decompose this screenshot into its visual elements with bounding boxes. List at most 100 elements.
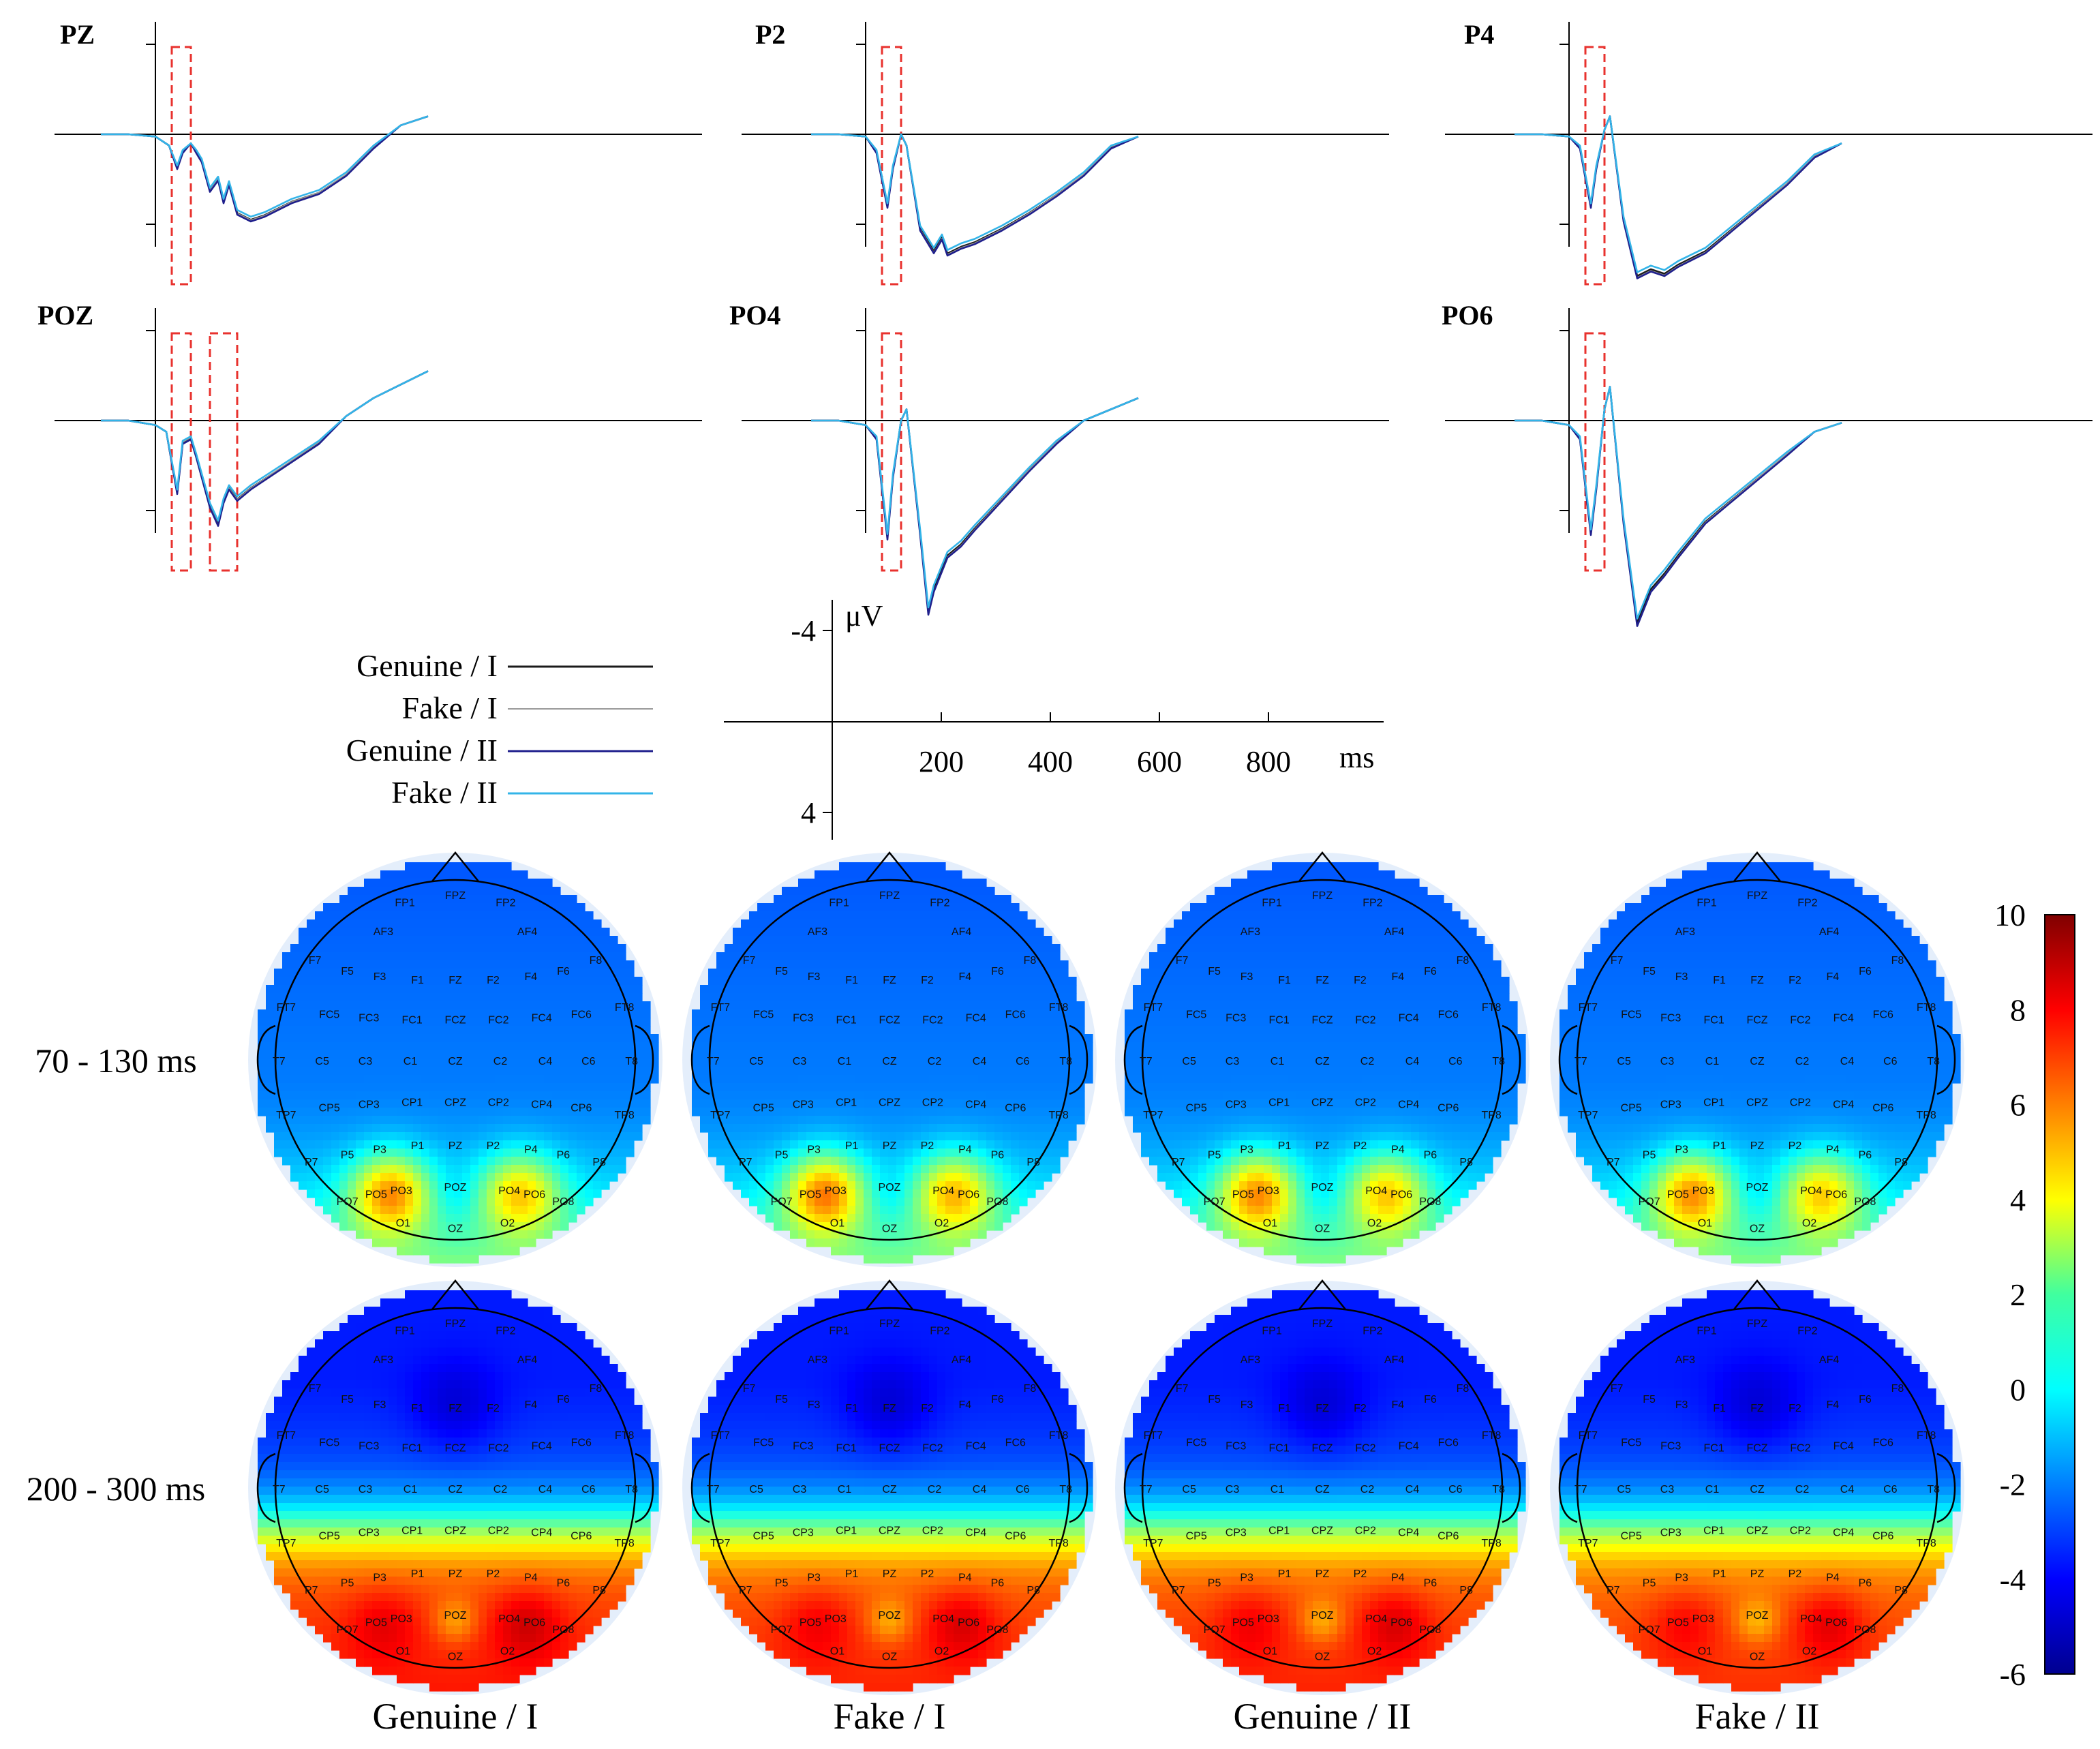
electrode-label: FC5 xyxy=(1186,1437,1206,1448)
electrode-label: F5 xyxy=(775,966,788,977)
electrode-label: AF4 xyxy=(1384,1354,1404,1366)
electrode-label: F3 xyxy=(1675,971,1688,983)
electrode-label: FC3 xyxy=(1226,1013,1246,1024)
electrode-label: C3 xyxy=(1660,1056,1675,1067)
series-line-2 xyxy=(811,397,1139,615)
electrode-label: PO3 xyxy=(1258,1185,1279,1197)
electrode-label: F7 xyxy=(743,955,756,967)
electrode-label: FC5 xyxy=(1186,1009,1206,1020)
electrode-label: O2 xyxy=(1802,1646,1816,1658)
series-line-1 xyxy=(101,370,429,526)
electrode-label: P6 xyxy=(1424,1149,1437,1161)
series-line-2 xyxy=(101,370,429,526)
colorbar-tick-label: 6 xyxy=(2010,1088,2026,1123)
electrode-label: F2 xyxy=(487,1403,500,1414)
right-ear-outline xyxy=(1502,1453,1521,1523)
electrode-label: CP1 xyxy=(1703,1525,1724,1537)
electrode-label: FC4 xyxy=(1399,1441,1419,1453)
electrode-label: CP1 xyxy=(401,1525,423,1537)
electrode-label: FC2 xyxy=(1355,1442,1375,1454)
electrode-label: CPZ xyxy=(1311,1525,1333,1537)
electrode-label: O2 xyxy=(934,1218,949,1230)
colorbar-tick-label: 2 xyxy=(2010,1277,2026,1312)
series-line-3 xyxy=(811,397,1139,616)
electrode-label: PO7 xyxy=(337,1196,359,1208)
electrode-label: FC1 xyxy=(1269,1442,1290,1454)
electrode-label: P6 xyxy=(557,1577,570,1589)
electrode-label: C4 xyxy=(973,1056,987,1067)
electrode-label: F8 xyxy=(1024,1383,1037,1395)
electrode-label: C5 xyxy=(749,1484,763,1495)
electrode-label: POZ xyxy=(879,1610,901,1622)
electrode-label: P3 xyxy=(1675,1572,1688,1583)
electrode-label: C5 xyxy=(749,1056,763,1067)
electrode-label: FZ xyxy=(1750,975,1764,986)
electrode-label: P7 xyxy=(1607,1585,1620,1596)
electrode-label: F4 xyxy=(959,1399,972,1411)
electrode-label: PO8 xyxy=(1419,1196,1441,1208)
scale-axes: 200 400 600 800 -4 4 μV ms xyxy=(724,599,1384,840)
electrode-label: O1 xyxy=(1698,1646,1712,1658)
electrode-label: AF3 xyxy=(374,1354,393,1366)
left-ear-outline xyxy=(690,1453,710,1523)
electrode-label: CP2 xyxy=(488,1525,509,1537)
electrode-label: CP6 xyxy=(1005,1531,1026,1542)
electrode-label: P5 xyxy=(775,1149,789,1161)
electrode-label: F2 xyxy=(1354,1403,1367,1414)
topomap: FPZ FP1 FP2 AF3 AF4 F7 F5 F3 F1 FZ F2 F4 F6 F8 FT7 FC5 F… xyxy=(248,851,663,1267)
electrode-label: F6 xyxy=(1859,966,1872,977)
electrode-label: CP3 xyxy=(1226,1099,1247,1110)
electrode-label: F5 xyxy=(1208,966,1221,977)
electrode-label: FPZ xyxy=(1312,1318,1333,1330)
electrode-label: PZ xyxy=(1750,1568,1765,1580)
electrode-label: F5 xyxy=(1643,966,1656,977)
electrode-label: C4 xyxy=(538,1056,553,1067)
colorbar-gradient xyxy=(2044,914,2075,1675)
electrode-label: P8 xyxy=(1026,1585,1040,1596)
electrode-label: C1 xyxy=(1705,1056,1720,1067)
electrode-label: FT8 xyxy=(1049,1430,1069,1442)
electrode-label: FC3 xyxy=(359,1013,379,1024)
electrode-label: T8 xyxy=(625,1056,638,1067)
electrode-label: TP7 xyxy=(710,1110,730,1121)
electrode-label: T7 xyxy=(707,1056,720,1067)
electrode-label: F1 xyxy=(1278,975,1291,986)
electrode-label: FP1 xyxy=(829,898,849,909)
electrode-label: TP8 xyxy=(1916,1538,1936,1549)
electrode-label: FCZ xyxy=(1311,1442,1333,1454)
electrode-label: CPZ xyxy=(879,1097,900,1109)
electrode-label: CP6 xyxy=(1437,1103,1459,1114)
series-line-4 xyxy=(101,115,429,218)
electrode-label: CP1 xyxy=(1268,1097,1290,1109)
electrode-label: FC6 xyxy=(1438,1009,1459,1020)
electrode-label: OZ xyxy=(448,1652,463,1663)
electrode-label: C2 xyxy=(928,1056,942,1067)
series-line-3 xyxy=(101,115,429,223)
electrode-label: FC5 xyxy=(319,1437,339,1448)
electrode-label: T8 xyxy=(625,1484,638,1495)
electrode-label: F8 xyxy=(590,1383,603,1395)
electrode-label: TP8 xyxy=(614,1538,634,1549)
electrode-label: FC1 xyxy=(402,1014,423,1026)
electrode-label: T7 xyxy=(273,1484,286,1495)
electrode-label: C3 xyxy=(1660,1484,1675,1495)
colorbar-tick-label: -4 xyxy=(2000,1562,2026,1597)
electrode-label: C4 xyxy=(973,1484,987,1495)
electrode-label: FCZ xyxy=(1746,1014,1767,1026)
colorbar-tick-label: 10 xyxy=(1994,898,2026,932)
electrode-label: F7 xyxy=(309,955,322,967)
electrode-label: O2 xyxy=(500,1218,515,1230)
electrode-label: OZ xyxy=(448,1223,463,1235)
electrode-label: T7 xyxy=(1574,1484,1587,1495)
electrode-label: PO7 xyxy=(1204,1624,1226,1636)
electrode-label: F1 xyxy=(411,1403,424,1414)
electrode-label: F3 xyxy=(1241,971,1253,983)
electrode-label: FC6 xyxy=(571,1009,592,1020)
highlight-window xyxy=(1584,46,1606,286)
electrode-label: F1 xyxy=(1713,975,1726,986)
highlight-window xyxy=(170,46,192,286)
electrode-label: PO8 xyxy=(1419,1624,1441,1636)
electrode-label: F6 xyxy=(557,1394,570,1405)
topomap: FPZ FP1 FP2 AF3 AF4 F7 F5 F3 F1 FZ F2 F4 F6 F8 FT7 FC5 F… xyxy=(1550,851,1964,1267)
electrode-label: O1 xyxy=(830,1646,844,1658)
